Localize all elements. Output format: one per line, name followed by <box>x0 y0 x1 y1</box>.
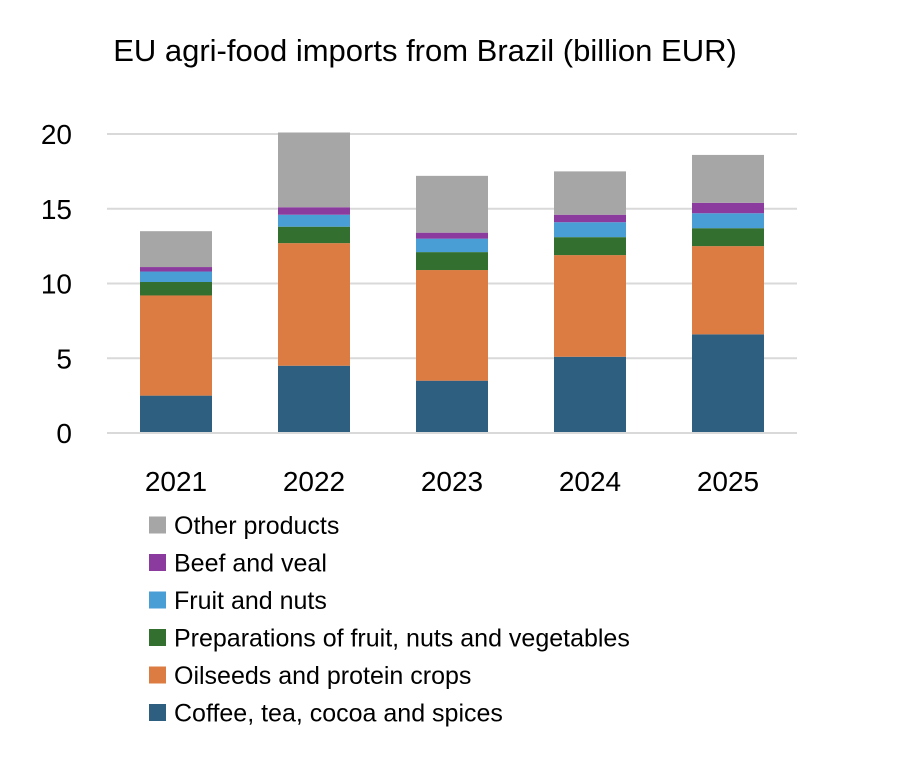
bar-segment <box>278 207 350 215</box>
x-tick-label: 2022 <box>283 466 345 497</box>
legend-swatch <box>149 704 166 721</box>
bars <box>140 132 764 433</box>
x-tick-label: 2025 <box>697 466 759 497</box>
legend-swatch <box>149 554 166 571</box>
bar-segment <box>554 237 626 256</box>
axes: 0 5 10 15 20 2021 2022 2023 2024 2025 <box>41 119 797 497</box>
bar-segment <box>554 171 626 215</box>
x-tick-label: 2023 <box>421 466 483 497</box>
bar-segment <box>692 334 764 433</box>
legend-label: Other products <box>174 512 339 540</box>
legend: Other products Beef and veal Fruit and nut… <box>149 512 630 728</box>
bar-segment <box>692 154 764 203</box>
y-tick-label: 15 <box>41 194 72 225</box>
bar-segment <box>140 395 212 433</box>
bar-segment <box>278 132 350 208</box>
bar-segment <box>140 231 212 268</box>
legend-swatch <box>149 629 166 646</box>
y-tick-label: 10 <box>41 269 72 300</box>
bar-segment <box>554 356 626 433</box>
x-tick-label: 2021 <box>145 466 207 497</box>
bar-segment <box>416 238 488 253</box>
bar-segment <box>278 243 350 366</box>
legend-swatch <box>149 666 166 684</box>
y-tick-label: 0 <box>56 418 72 449</box>
x-tick-label: 2024 <box>559 466 621 497</box>
bar-segment <box>416 175 488 233</box>
bar-segment <box>692 228 764 247</box>
legend-label: Fruit and nuts <box>174 587 327 615</box>
legend-label: Oilseeds and protein crops <box>174 662 471 690</box>
legend-label: Coffee, tea, cocoa and spices <box>174 700 503 728</box>
bar-segment <box>554 255 626 357</box>
legend-swatch <box>149 591 166 609</box>
y-tick-label: 20 <box>41 119 72 150</box>
chart-title: EU agri-food imports from Brazil (billio… <box>113 33 737 68</box>
bar-segment <box>416 252 488 271</box>
bar-segment <box>692 202 764 214</box>
bar-segment <box>278 226 350 244</box>
bar-segment <box>416 270 488 381</box>
bar-segment <box>554 214 626 223</box>
bar-segment <box>278 214 350 227</box>
bar-segment <box>140 271 212 283</box>
legend-swatch <box>149 516 166 534</box>
bar-segment <box>278 365 350 433</box>
bar-segment <box>692 213 764 229</box>
legend-label: Beef and veal <box>174 550 327 578</box>
bar-segment <box>140 295 212 396</box>
bar-segment <box>416 380 488 433</box>
bar-segment <box>140 282 212 296</box>
bar-segment <box>416 232 488 239</box>
bar-segment <box>554 222 626 238</box>
bar-segment <box>692 246 764 335</box>
y-tick-label: 5 <box>56 343 72 374</box>
legend-label: Preparations of fruit, nuts and vegetabl… <box>174 625 630 653</box>
bar-segment <box>140 267 212 272</box>
